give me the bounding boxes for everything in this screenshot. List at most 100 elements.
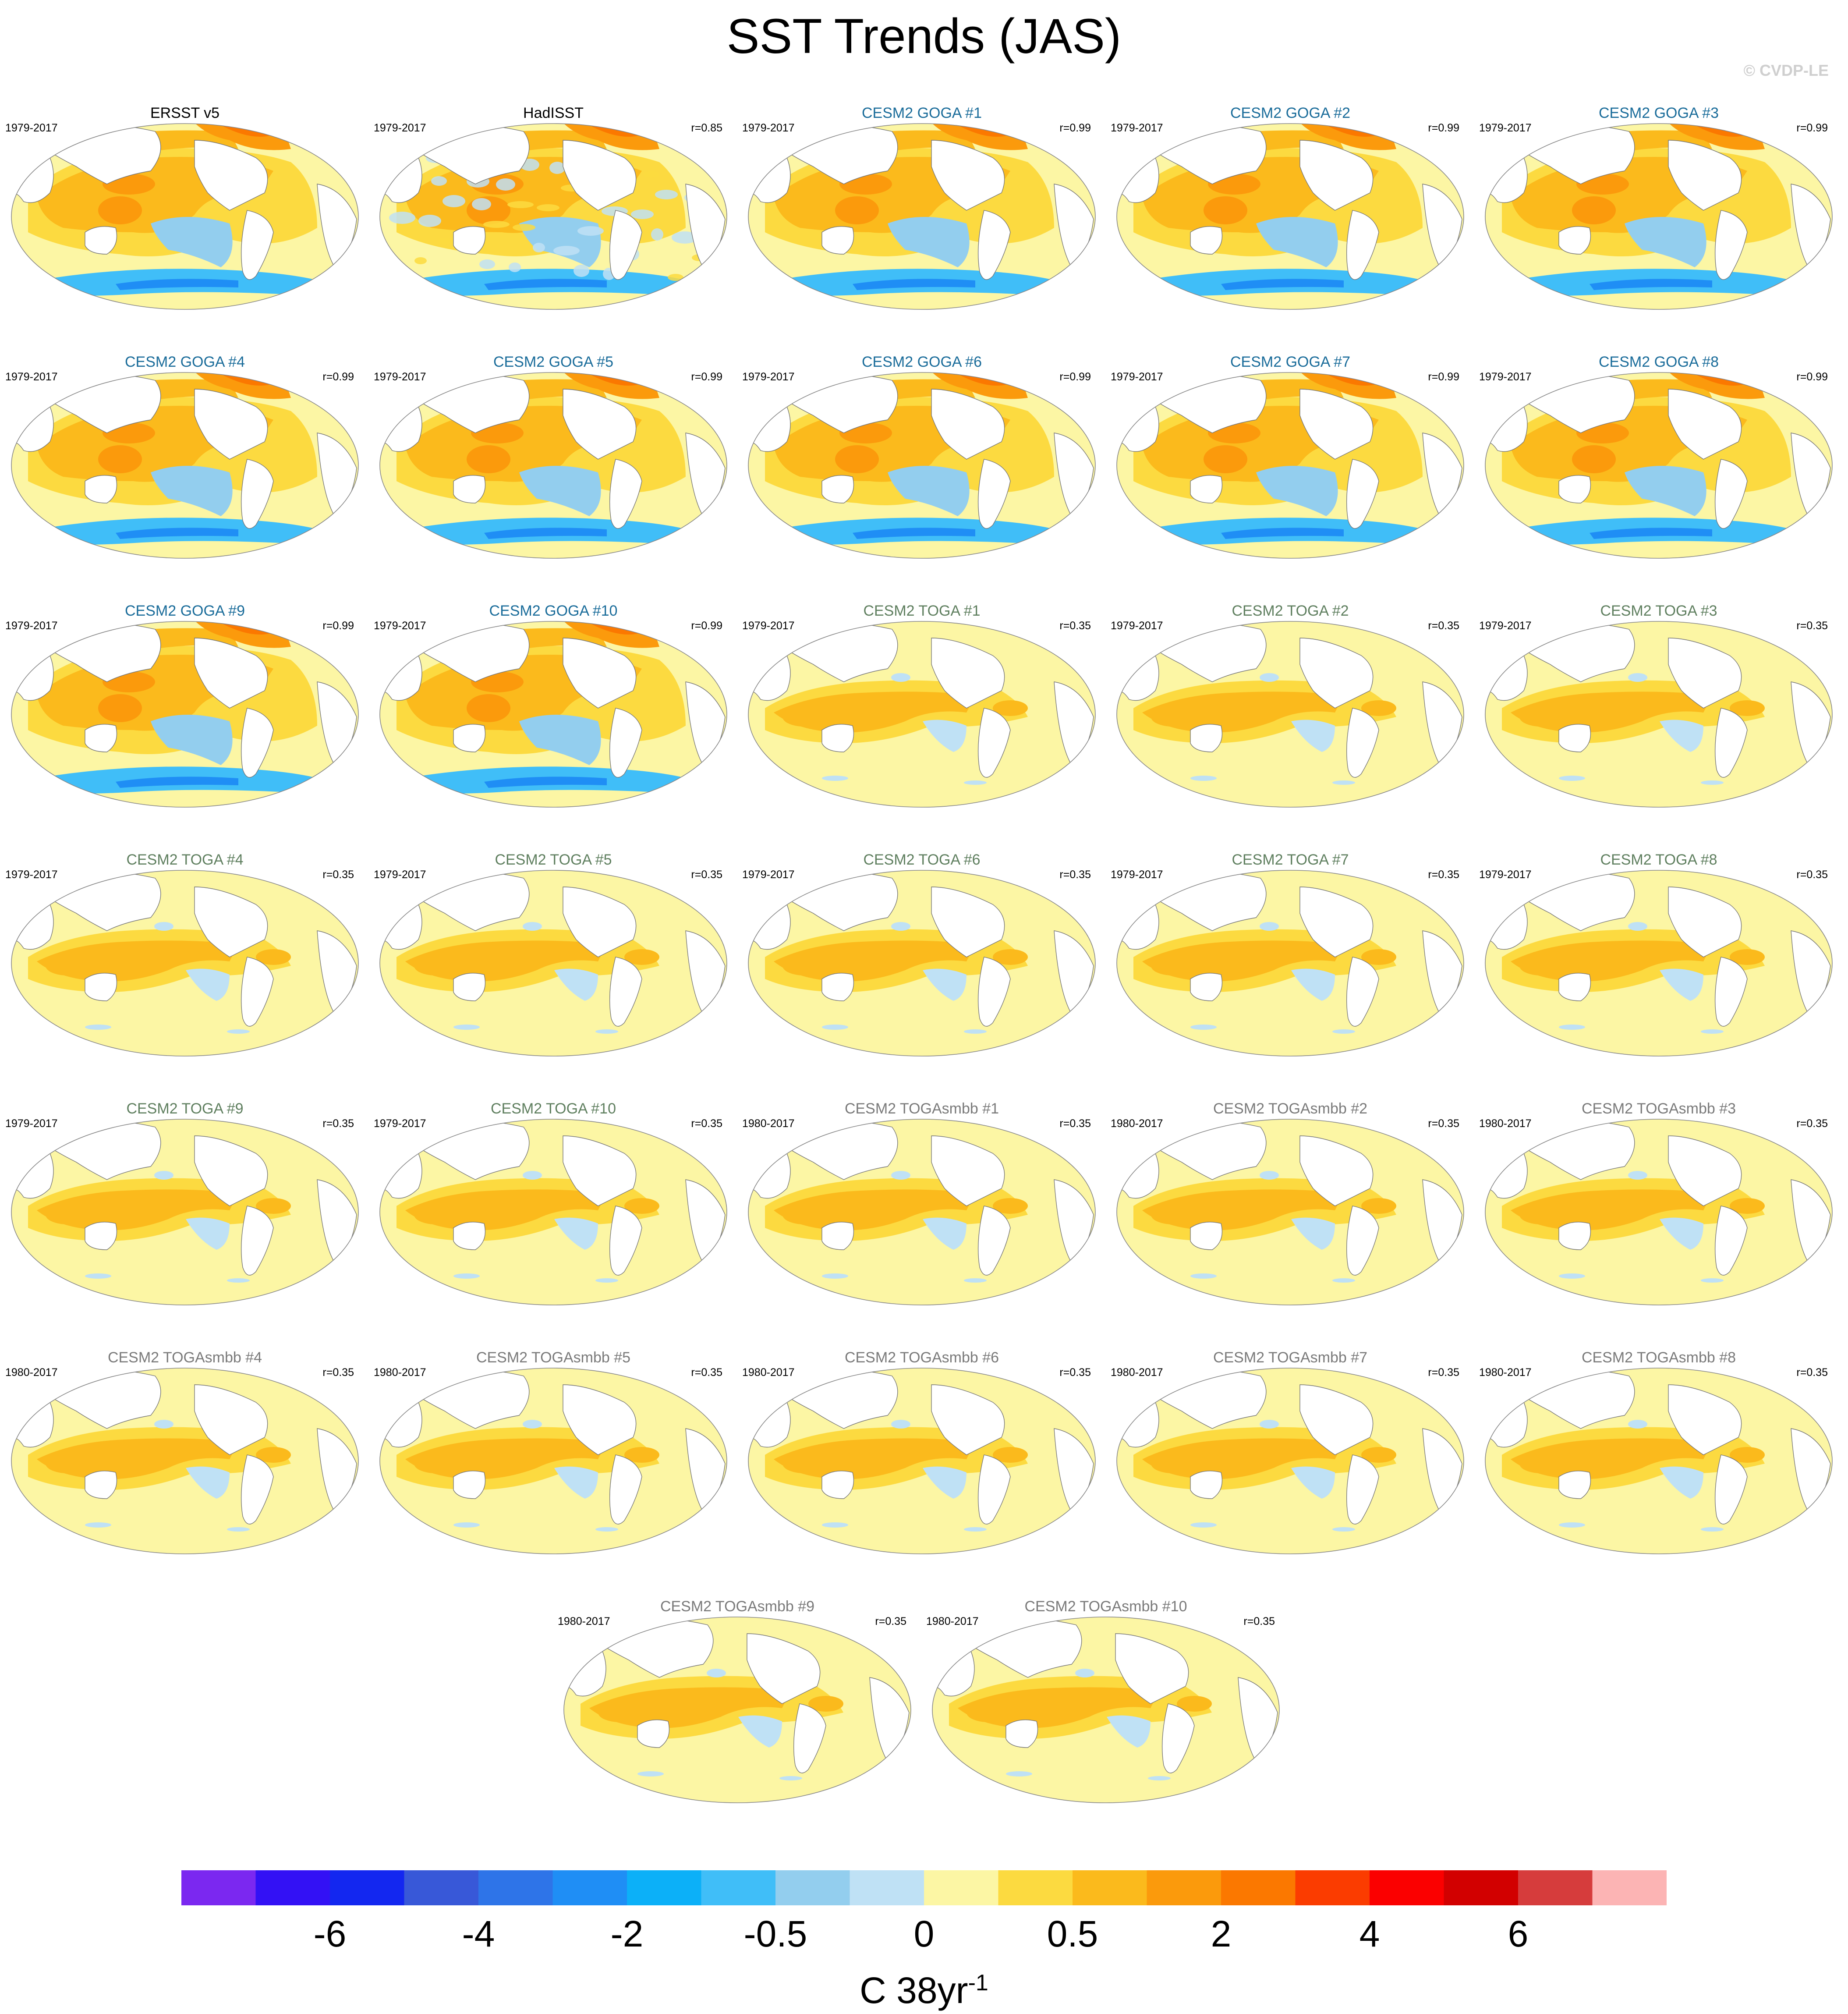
panel-correlation: r=0.35 xyxy=(875,1615,906,1628)
sst-trend-map xyxy=(748,870,1096,1057)
panel-years: 1979-2017 xyxy=(1111,122,1163,134)
sst-trend-map xyxy=(1485,870,1833,1057)
sst-trend-map xyxy=(1116,870,1464,1057)
sst-trend-map xyxy=(1485,372,1833,559)
panel-years: 1979-2017 xyxy=(374,122,426,134)
panel-title: CESM2 TOGAsmbb #10 xyxy=(1024,1598,1187,1615)
sst-trend-map xyxy=(1116,1368,1464,1554)
panel-correlation: r=0.85 xyxy=(691,122,722,134)
panel-title: CESM2 TOGA #3 xyxy=(1600,603,1717,619)
colorbar-tick-label: 2 xyxy=(1211,1913,1232,1954)
panel-years: 1980-2017 xyxy=(5,1366,58,1379)
map-panel: CESM2 TOGAsmbb #2 1980-2017 r=0.35 xyxy=(1111,1100,1470,1309)
page-title: SST Trends (JAS) xyxy=(726,9,1122,64)
panel-correlation: r=0.35 xyxy=(1059,1366,1091,1379)
panel-years: 1980-2017 xyxy=(558,1615,610,1628)
colorbar-tick-label: 6 xyxy=(1508,1913,1529,1954)
panel-title: CESM2 TOGAsmbb #9 xyxy=(660,1598,815,1615)
panel-years: 1979-2017 xyxy=(1111,371,1163,383)
units-label: C 38yr-1 xyxy=(0,1961,1848,2012)
panel-years: 1979-2017 xyxy=(5,620,58,632)
panel-title: CESM2 TOGA #7 xyxy=(1232,851,1349,868)
panel-years: 1980-2017 xyxy=(1479,1117,1532,1130)
panel-years: 1979-2017 xyxy=(742,122,795,134)
map-panel: CESM2 TOGAsmbb #1 1980-2017 r=0.35 xyxy=(742,1100,1101,1309)
map-panel: CESM2 TOGAsmbb #5 1980-2017 r=0.35 xyxy=(374,1349,733,1558)
panel-correlation: r=0.99 xyxy=(322,371,354,383)
map-panel: HadISST 1979-2017 r=0.85 xyxy=(374,104,733,314)
panel-correlation: r=0.35 xyxy=(1796,869,1828,881)
panel-correlation: r=0.35 xyxy=(1428,620,1459,632)
colorbar-swatch xyxy=(181,1870,256,1905)
colorbar-tick-label: -0.5 xyxy=(743,1913,807,1954)
panel-correlation: r=0.35 xyxy=(1059,1117,1091,1130)
map-panel: CESM2 TOGAsmbb #8 1980-2017 r=0.35 xyxy=(1479,1349,1838,1558)
panel-correlation: r=0.35 xyxy=(1796,1366,1828,1379)
sst-trend-map xyxy=(1485,1119,1833,1305)
colorbar-swatch xyxy=(404,1870,479,1905)
sst-trend-map xyxy=(748,621,1096,808)
panel-title: CESM2 TOGAsmbb #6 xyxy=(844,1349,999,1366)
panel-correlation: r=0.35 xyxy=(1059,620,1091,632)
map-panel: ERSST v5 1979-2017 xyxy=(5,104,365,314)
panel-correlation: r=0.35 xyxy=(691,869,722,881)
panel-correlation: r=0.99 xyxy=(1059,371,1091,383)
map-panel: CESM2 TOGA #3 1979-2017 r=0.35 xyxy=(1479,602,1838,812)
map-panel: CESM2 TOGAsmbb #10 1980-2017 r=0.35 xyxy=(926,1598,1285,1807)
panel-years: 1979-2017 xyxy=(1111,869,1163,881)
panel-years: 1980-2017 xyxy=(926,1615,979,1628)
colorbar-swatch xyxy=(998,1870,1073,1905)
panel-years: 1979-2017 xyxy=(374,1117,426,1130)
panel-correlation: r=0.35 xyxy=(1428,1117,1459,1130)
colorbar-swatch xyxy=(1221,1870,1296,1905)
panel-correlation: r=0.35 xyxy=(1059,869,1091,881)
panel-years: 1979-2017 xyxy=(374,620,426,632)
panel-correlation: r=0.35 xyxy=(1243,1615,1275,1628)
panel-years: 1979-2017 xyxy=(1479,371,1532,383)
map-panel: CESM2 GOGA #6 1979-2017 r=0.99 xyxy=(742,353,1101,563)
panel-years: 1979-2017 xyxy=(374,371,426,383)
panel-years: 1979-2017 xyxy=(742,869,795,881)
sst-trend-map xyxy=(11,1368,359,1554)
panel-title: CESM2 GOGA #8 xyxy=(1599,354,1719,370)
panel-title: CESM2 TOGAsmbb #2 xyxy=(1213,1100,1368,1117)
colorbar-swatch xyxy=(701,1870,776,1905)
panel-years: 1979-2017 xyxy=(1479,620,1532,632)
copyright-label: © CVDP-LE xyxy=(1743,61,1829,79)
panel-years: 1979-2017 xyxy=(5,122,58,134)
colorbar-swatch xyxy=(1370,1870,1444,1905)
colorbar-swatch xyxy=(627,1870,701,1905)
sst-trend-map xyxy=(11,870,359,1057)
panel-title: CESM2 TOGAsmbb #5 xyxy=(476,1349,631,1366)
sst-trend-map xyxy=(379,372,727,559)
map-panel: CESM2 GOGA #8 1979-2017 r=0.99 xyxy=(1479,353,1838,563)
colorbar-tick-label: 0.5 xyxy=(1047,1913,1098,1954)
panel-years: 1979-2017 xyxy=(5,371,58,383)
panel-correlation: r=0.35 xyxy=(322,1366,354,1379)
map-panel: CESM2 TOGA #6 1979-2017 r=0.35 xyxy=(742,851,1101,1060)
panel-years: 1979-2017 xyxy=(374,869,426,881)
sst-trend-map xyxy=(1485,1368,1833,1554)
colorbar-swatch xyxy=(1592,1870,1667,1905)
panel-title: CESM2 TOGA #4 xyxy=(126,851,244,868)
panel-correlation: r=0.35 xyxy=(1796,620,1828,632)
sst-trend-map xyxy=(379,123,727,310)
map-panel: CESM2 GOGA #9 1979-2017 r=0.99 xyxy=(5,602,365,812)
colorbar-swatch xyxy=(330,1870,404,1905)
panel-years: 1980-2017 xyxy=(1111,1366,1163,1379)
panel-title: CESM2 TOGA #5 xyxy=(495,851,612,868)
panel-title: HadISST xyxy=(523,105,584,121)
colorbar-swatch xyxy=(1073,1870,1147,1905)
map-panel: CESM2 TOGA #8 1979-2017 r=0.35 xyxy=(1479,851,1838,1060)
sst-trend-map xyxy=(932,1617,1280,1803)
panel-title: CESM2 GOGA #3 xyxy=(1599,105,1719,121)
panel-title: CESM2 TOGAsmbb #4 xyxy=(107,1349,262,1366)
colorbar-swatch xyxy=(1444,1870,1519,1905)
panel-title: CESM2 GOGA #9 xyxy=(125,603,245,619)
panel-years: 1979-2017 xyxy=(1111,620,1163,632)
units-base: C 38yr xyxy=(860,1970,968,2011)
colorbar-tick-label: -2 xyxy=(610,1913,644,1954)
panel-correlation: r=0.35 xyxy=(691,1117,722,1130)
panel-correlation: r=0.35 xyxy=(1796,1117,1828,1130)
panel-title: CESM2 TOGAsmbb #1 xyxy=(844,1100,999,1117)
